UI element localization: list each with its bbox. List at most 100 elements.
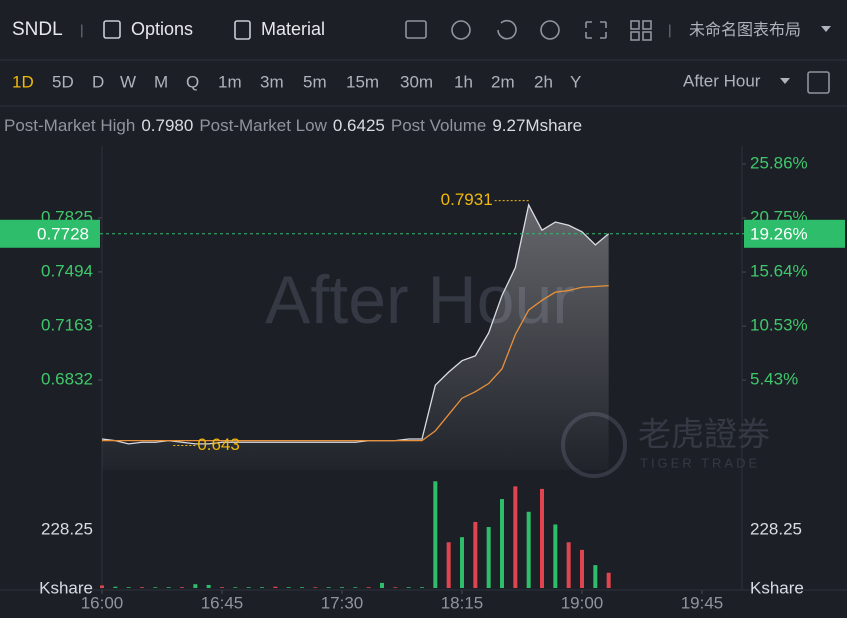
volume-bar (593, 565, 598, 588)
timeframe-button[interactable]: 3m (260, 72, 284, 91)
volume-bar (180, 587, 184, 588)
current-change: 19.26% (750, 224, 808, 243)
volume-bar (513, 486, 518, 588)
expand-icon[interactable] (807, 71, 830, 94)
info-value: 9.27Mshare (492, 116, 582, 135)
timeframe-button[interactable]: 1D (12, 72, 34, 91)
volume-bar (420, 587, 424, 588)
annotation-label: 0.7931 (441, 190, 493, 209)
volume-bar (406, 587, 411, 588)
timeframe-button[interactable]: 30m (400, 72, 433, 91)
watermark: TIGER TRADE (640, 455, 760, 470)
y-tick-label: 0.7163 (41, 315, 93, 334)
volume-bar (193, 584, 198, 588)
y2-tick-label: 15.64% (750, 262, 808, 281)
toolbar-icons[interactable] (405, 19, 652, 41)
timeframe-button[interactable]: 1h (454, 72, 473, 91)
separator: | (80, 22, 84, 38)
volume-bar (353, 587, 358, 588)
options-button[interactable]: Options (131, 19, 193, 39)
info-line: Post-Market High 0.7980 Post-Market Low 0.6… (4, 116, 582, 135)
session-select[interactable]: After Hour (683, 71, 761, 90)
dropdown-arrow[interactable] (821, 26, 831, 32)
timeframe-button[interactable]: 1m (218, 72, 242, 91)
volume-bar (206, 584, 211, 588)
y2-tick-label: 10.53% (750, 316, 808, 335)
volume-unit: Kshare (39, 578, 93, 597)
volume-bar (540, 488, 544, 588)
x-tick-label: 17:30 (321, 593, 364, 612)
timeframe-button[interactable]: M (154, 72, 168, 91)
timeframe-button[interactable]: D (92, 72, 104, 91)
area (102, 204, 609, 470)
annotation-label: 0.643 (197, 435, 240, 454)
volume-bar (246, 587, 251, 588)
info-value: 0.6425 (333, 116, 385, 135)
plot: 16:00 16:45 17:30 18:15 19:00 19:450.78250.74… (0, 153, 845, 612)
timeframe-button[interactable]: Y (570, 72, 581, 91)
separator: | (668, 22, 672, 38)
y2-tick-label: 5.43% (750, 370, 798, 389)
symbol[interactable]: SNDL (12, 19, 63, 40)
line (102, 285, 609, 442)
volume-bar (313, 587, 318, 588)
y2-tick-label: 25.86% (750, 153, 808, 172)
current-price-box (0, 219, 100, 248)
volume-bar (113, 586, 118, 588)
volume-bar (380, 582, 384, 588)
volume-bar (273, 586, 278, 588)
volume-bar (486, 527, 491, 588)
timeframe-button[interactable]: 2m (491, 72, 515, 91)
volume-bar (526, 511, 531, 588)
current-change-box (744, 219, 845, 248)
x-tick-label: 18:15 (441, 593, 484, 612)
volume-bar (326, 587, 331, 588)
info-label: Post-Market Low (199, 116, 327, 135)
timeframe-button[interactable]: 15m (346, 72, 379, 91)
timeframe-button[interactable]: 5m (303, 72, 327, 91)
volume-bar (393, 587, 398, 588)
volume-bar (233, 587, 238, 588)
volume-bar (286, 587, 291, 588)
x-tick-label: 16:45 (201, 593, 244, 612)
info-label: Post Volume (391, 116, 486, 135)
layout-name[interactable]: 未命名图表布局 (689, 21, 801, 39)
y-tick-label: 0.7494 (41, 261, 93, 280)
volume-bar (300, 587, 304, 588)
volume-bar (446, 542, 451, 588)
timeframe-button[interactable]: Q (186, 72, 199, 91)
material-button[interactable]: Material (261, 19, 325, 39)
dropdown-arrow[interactable] (780, 78, 790, 84)
material-icon[interactable] (234, 20, 251, 40)
volume-bar (460, 537, 464, 588)
timeframe-button[interactable]: W (120, 72, 136, 91)
volume-bar (140, 587, 144, 588)
timeframe-button[interactable]: 2h (534, 72, 553, 91)
volume-bar (153, 587, 158, 588)
options-icon[interactable] (103, 20, 121, 39)
volume-bar (500, 499, 504, 588)
volume-bar (166, 587, 171, 588)
volume-bar (566, 542, 571, 588)
volume-tick-label: 228.25 (750, 519, 802, 538)
volume-bar (260, 587, 264, 588)
volume-bar (220, 587, 224, 588)
volume-bar (553, 524, 558, 588)
volume-bar (606, 572, 611, 588)
volume-tick-label: 228.25 (41, 519, 93, 538)
info-label: Post-Market High (4, 116, 135, 135)
volume-bar (126, 587, 131, 588)
x-tick-label: 19:00 (561, 593, 604, 612)
y-tick-label: 0.6832 (41, 369, 93, 388)
x-tick-label: 19:45 (681, 593, 724, 612)
volume-bar (473, 521, 478, 588)
timeframe-button[interactable]: 5D (52, 72, 74, 91)
volume-unit: Kshare (750, 578, 804, 597)
watermark: 老虎證券 (638, 416, 770, 453)
volume-bar (433, 481, 438, 588)
volume-bar (100, 585, 104, 588)
line (101, 203, 610, 445)
current-price: 0.7728 (37, 224, 89, 243)
